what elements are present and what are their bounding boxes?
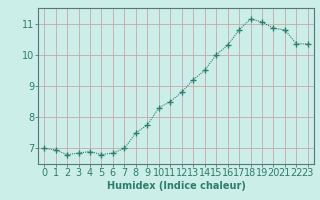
X-axis label: Humidex (Indice chaleur): Humidex (Indice chaleur) — [107, 181, 245, 191]
